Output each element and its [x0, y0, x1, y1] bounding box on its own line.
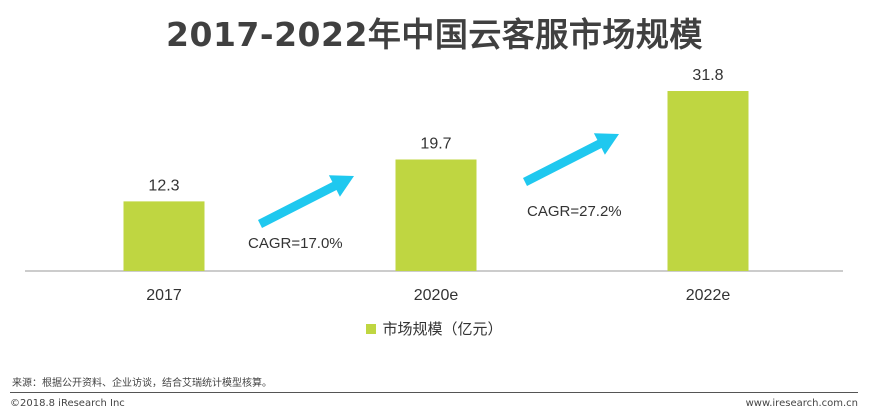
- bar-2017: [123, 201, 205, 271]
- source-note: 来源：根据公开资料、企业访谈，结合艾瑞统计模型核算。: [12, 378, 272, 389]
- value-label-2022e: 31.8: [692, 67, 723, 84]
- cagr-label-1: CAGR=17.0%: [248, 235, 343, 252]
- footer-divider: [10, 392, 858, 393]
- tick-labels-group: 2017 2020e 2022e: [146, 287, 730, 304]
- cagr-arrow-1: [258, 175, 354, 228]
- cagr-arrows-group: CAGR=17.0% CAGR=27.2%: [248, 133, 622, 252]
- legend: 市场规模（亿元）: [0, 318, 869, 339]
- tick-label-2022e: 2022e: [686, 287, 731, 304]
- chart-title: 2017-2022年中国云客服市场规模: [166, 15, 703, 54]
- cagr-label-2: CAGR=27.2%: [527, 203, 622, 220]
- tick-label-2020e: 2020e: [414, 287, 459, 304]
- copyright-text: ©2018.8 iResearch Inc: [10, 398, 125, 409]
- cagr-arrow-2: [523, 133, 619, 186]
- bar-2020e: [395, 159, 477, 271]
- legend-label: 市场规模（亿元）: [382, 320, 503, 338]
- bars-group: [123, 91, 749, 272]
- value-label-2017: 12.3: [148, 177, 179, 194]
- tick-label-2017: 2017: [146, 287, 182, 304]
- legend-swatch: [366, 323, 377, 334]
- bar-2022e: [667, 91, 749, 272]
- website-text: www.iresearch.com.cn: [745, 398, 858, 409]
- value-labels-group: 12.3 19.7 31.8: [148, 67, 723, 194]
- value-label-2020e: 19.7: [420, 135, 451, 152]
